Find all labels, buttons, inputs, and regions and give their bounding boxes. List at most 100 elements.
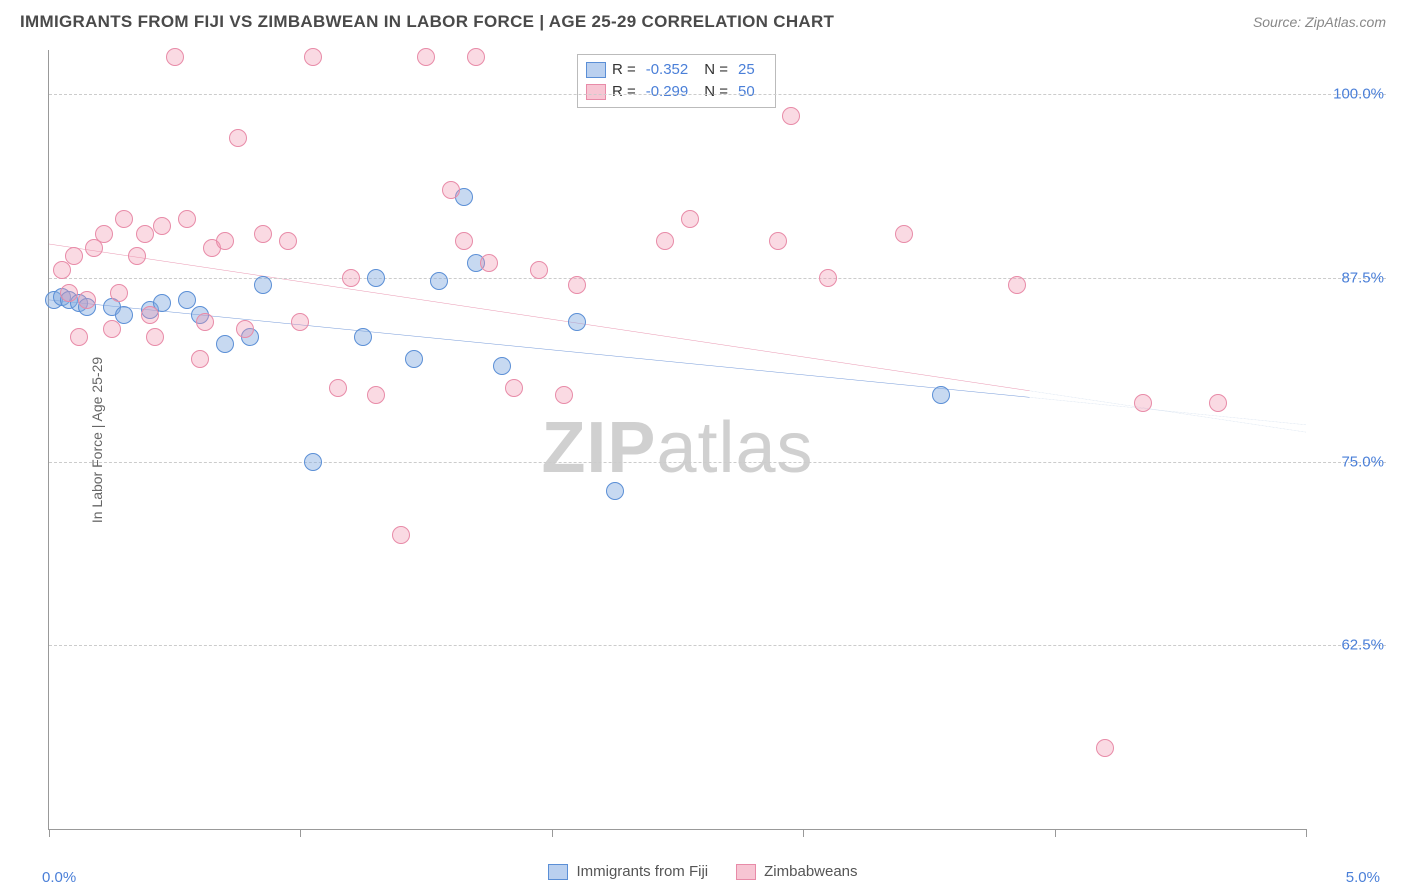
data-point (1134, 394, 1152, 412)
data-point (115, 210, 133, 228)
source-name: ZipAtlas.com (1305, 14, 1386, 30)
ytick-label: 87.5% (1314, 269, 1384, 286)
chart-container: In Labor Force | Age 25-29 ZIPatlas R = … (48, 50, 1386, 830)
data-point (455, 232, 473, 250)
data-point (354, 328, 372, 346)
data-point (568, 313, 586, 331)
xtick (1306, 829, 1307, 837)
data-point (216, 335, 234, 353)
data-point (53, 261, 71, 279)
data-point (141, 306, 159, 324)
data-point (681, 210, 699, 228)
watermark-rest: atlas (656, 408, 813, 488)
chart-header: IMMIGRANTS FROM FIJI VS ZIMBABWEAN IN LA… (0, 0, 1406, 40)
data-point (819, 269, 837, 287)
legend-item-fiji: Immigrants from Fiji (548, 863, 708, 880)
legend-label-zimb: Zimbabweans (764, 863, 857, 880)
data-point (128, 247, 146, 265)
swatch-blue (586, 62, 606, 78)
gridline (49, 645, 1386, 646)
xtick (552, 829, 553, 837)
legend-label-fiji: Immigrants from Fiji (576, 863, 708, 880)
r-label2: R = (612, 81, 636, 103)
plot-area: ZIPatlas R = -0.352 N = 25 R = -0.299 N … (48, 50, 1306, 830)
data-point (480, 254, 498, 272)
data-point (367, 269, 385, 287)
r-value-fiji: -0.352 (646, 59, 689, 81)
data-point (70, 328, 88, 346)
source-prefix: Source: (1253, 14, 1305, 30)
xtick (1055, 829, 1056, 837)
ytick-label: 62.5% (1314, 637, 1384, 654)
xtick (300, 829, 301, 837)
data-point (115, 306, 133, 324)
xtick (49, 829, 50, 837)
r-label: R = (612, 59, 636, 81)
data-point (196, 313, 214, 331)
data-point (1209, 394, 1227, 412)
data-point (136, 225, 154, 243)
n-value-zimb: 50 (738, 81, 755, 103)
data-point (417, 48, 435, 66)
data-point (304, 453, 322, 471)
swatch-pink-bottom (736, 864, 756, 880)
data-point (146, 328, 164, 346)
n-label: N = (704, 59, 728, 81)
trend-line-ext (1029, 391, 1306, 432)
data-point (95, 225, 113, 243)
ytick-label: 75.0% (1314, 453, 1384, 470)
r-value-zimb: -0.299 (646, 81, 689, 103)
gridline (49, 94, 1386, 95)
data-point (442, 181, 460, 199)
data-point (291, 313, 309, 331)
source-attribution: Source: ZipAtlas.com (1253, 14, 1386, 30)
data-point (782, 107, 800, 125)
gridline (49, 462, 1386, 463)
data-point (191, 350, 209, 368)
data-point (769, 232, 787, 250)
data-point (606, 482, 624, 500)
data-point (279, 232, 297, 250)
data-point (103, 320, 121, 338)
data-point (178, 291, 196, 309)
data-point (304, 48, 322, 66)
n-label2: N = (704, 81, 728, 103)
chart-title: IMMIGRANTS FROM FIJI VS ZIMBABWEAN IN LA… (20, 12, 834, 32)
legend-item-zimb: Zimbabweans (736, 863, 857, 880)
data-point (65, 247, 83, 265)
data-point (1008, 276, 1026, 294)
legend-row-fiji: R = -0.352 N = 25 (586, 59, 765, 81)
data-point (78, 291, 96, 309)
swatch-blue-bottom (548, 864, 568, 880)
data-point (392, 526, 410, 544)
data-point (656, 232, 674, 250)
data-point (254, 276, 272, 294)
data-point (555, 386, 573, 404)
bottom-legend: Immigrants from Fiji Zimbabweans (0, 863, 1406, 880)
data-point (216, 232, 234, 250)
data-point (467, 48, 485, 66)
watermark: ZIPatlas (541, 407, 813, 489)
legend-row-zimb: R = -0.299 N = 50 (586, 81, 765, 103)
data-point (430, 272, 448, 290)
data-point (530, 261, 548, 279)
data-point (153, 217, 171, 235)
data-point (254, 225, 272, 243)
xtick (803, 829, 804, 837)
data-point (342, 269, 360, 287)
watermark-bold: ZIP (541, 408, 656, 488)
data-point (568, 276, 586, 294)
data-point (895, 225, 913, 243)
data-point (405, 350, 423, 368)
data-point (505, 379, 523, 397)
trend-lines (49, 50, 1306, 829)
data-point (367, 386, 385, 404)
swatch-pink (586, 84, 606, 100)
n-value-fiji: 25 (738, 59, 755, 81)
data-point (932, 386, 950, 404)
data-point (229, 129, 247, 147)
data-point (1096, 739, 1114, 757)
correlation-legend: R = -0.352 N = 25 R = -0.299 N = 50 (577, 54, 776, 108)
gridline (49, 278, 1386, 279)
data-point (166, 48, 184, 66)
